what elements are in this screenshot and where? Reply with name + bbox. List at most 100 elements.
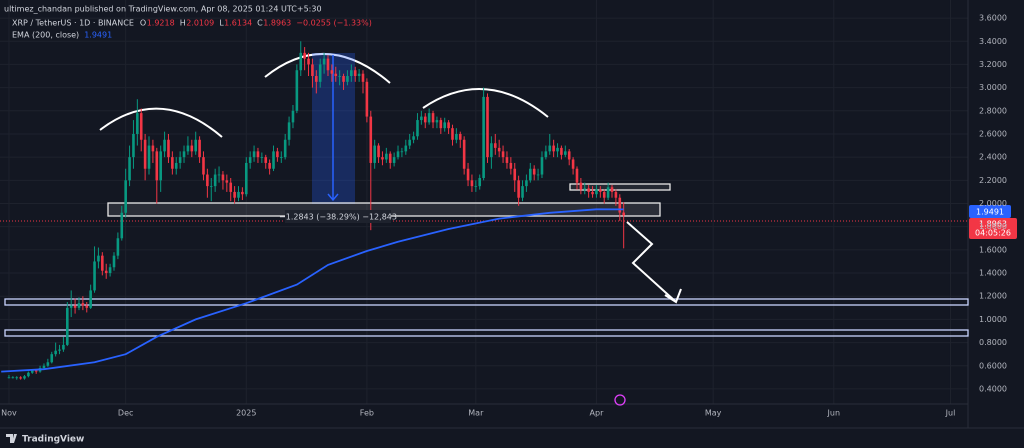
candle-body <box>58 349 61 351</box>
candle-body <box>54 350 57 355</box>
candle-body <box>575 168 579 183</box>
candle-body <box>521 186 524 198</box>
candle-body <box>182 151 186 158</box>
candle-body <box>486 96 489 158</box>
candle-body <box>462 139 466 169</box>
candle-body <box>233 191 236 198</box>
y-tick-label: 0.6000 <box>979 361 1007 370</box>
ohlc-value: 1.6134 <box>224 19 252 28</box>
x-tick-label: Apr <box>590 409 605 418</box>
price-badge <box>969 218 1017 239</box>
x-tick-label: 2025 <box>236 409 256 418</box>
candle-body <box>420 116 423 121</box>
shoulder-arc <box>99 107 223 138</box>
candle-body <box>614 191 618 198</box>
candle-body <box>155 151 159 181</box>
candle-body <box>548 145 552 152</box>
candle-body <box>50 354 54 363</box>
candle-body <box>470 180 474 187</box>
candle-body <box>143 139 147 169</box>
y-tick-label: 2.2000 <box>979 176 1007 185</box>
candle-body <box>458 133 462 140</box>
candle-body <box>101 255 104 271</box>
candle-body <box>385 153 388 160</box>
candle-body <box>493 143 497 148</box>
candle-body <box>591 191 594 195</box>
candle-body <box>120 212 124 239</box>
candle-body <box>241 191 244 195</box>
candle-body <box>455 133 458 140</box>
candle-body <box>365 81 369 117</box>
y-tick-label: 1.0000 <box>979 315 1007 324</box>
candle-body <box>536 174 540 176</box>
candle-body <box>198 139 201 158</box>
y-tick-label: 3.0000 <box>979 83 1007 92</box>
candle-body <box>447 122 450 129</box>
ohlc-key: C <box>257 19 263 28</box>
price-badge-value: 1.8963 <box>979 220 1007 229</box>
candle-body <box>311 64 314 77</box>
candle-body <box>427 113 431 123</box>
event-icon <box>614 394 626 406</box>
candle-body <box>560 147 563 155</box>
candle-body <box>552 145 555 152</box>
candle-body <box>544 151 548 158</box>
ema-line <box>1 208 624 373</box>
candle-body <box>256 151 260 158</box>
measure-label-bg <box>285 210 391 223</box>
ema-badge-value: 1.9491 <box>976 208 1004 217</box>
candle-body <box>610 187 614 192</box>
ohlc-key: L <box>219 19 224 28</box>
ema-badge <box>969 205 1011 218</box>
candle-body <box>132 133 135 158</box>
brand: TradingView <box>22 435 84 445</box>
candle-body <box>587 188 590 192</box>
candle-body <box>171 157 174 169</box>
candle-body <box>221 174 225 181</box>
candle-body <box>206 174 209 187</box>
candle-body <box>396 151 400 158</box>
candle-body <box>89 290 92 308</box>
y-tick-label: 0.4000 <box>979 384 1007 393</box>
candle-body <box>412 136 415 140</box>
measure-arrowhead <box>327 193 339 202</box>
x-tick-label: Jul <box>945 409 956 418</box>
ohlc-change: −0.0255 (−1.33%) <box>296 19 372 28</box>
candle-body <box>69 305 73 308</box>
candle-body <box>276 151 279 158</box>
x-tick-label: May <box>705 409 722 418</box>
candle-body <box>416 120 419 137</box>
candle-body <box>478 178 482 187</box>
candle-body <box>353 70 357 77</box>
candle-body <box>27 372 30 377</box>
x-tick-label: Nov <box>1 409 17 418</box>
candle-body <box>556 147 559 152</box>
candle-body <box>509 162 513 169</box>
candle-body <box>599 189 602 192</box>
candle-body <box>136 113 139 134</box>
candle-body <box>315 76 318 82</box>
candle-body <box>81 303 85 306</box>
ohlc-key: H <box>180 19 186 28</box>
ohlc-value: 1.8963 <box>263 19 291 28</box>
candle-body <box>505 157 509 163</box>
candle-body <box>373 145 376 163</box>
candle-body <box>439 120 443 129</box>
ema-legend-value: 1.9491 <box>84 31 112 40</box>
candle-body <box>501 151 505 158</box>
candle-body <box>307 58 310 65</box>
y-tick-label: 1.2000 <box>979 292 1007 301</box>
candle-body <box>151 145 155 152</box>
candle-body <box>209 186 213 187</box>
projection-arrow <box>626 221 676 302</box>
candle-body <box>159 151 162 181</box>
head-arc <box>264 52 391 84</box>
resistance-zone <box>569 183 671 191</box>
candle-body <box>564 151 567 155</box>
candle-body <box>229 182 233 192</box>
candle-body <box>104 270 108 274</box>
candle-body <box>606 187 610 198</box>
candle-body <box>595 189 598 195</box>
